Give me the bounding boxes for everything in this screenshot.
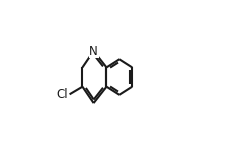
Text: Cl: Cl [56,88,68,101]
Text: N: N [89,45,97,57]
